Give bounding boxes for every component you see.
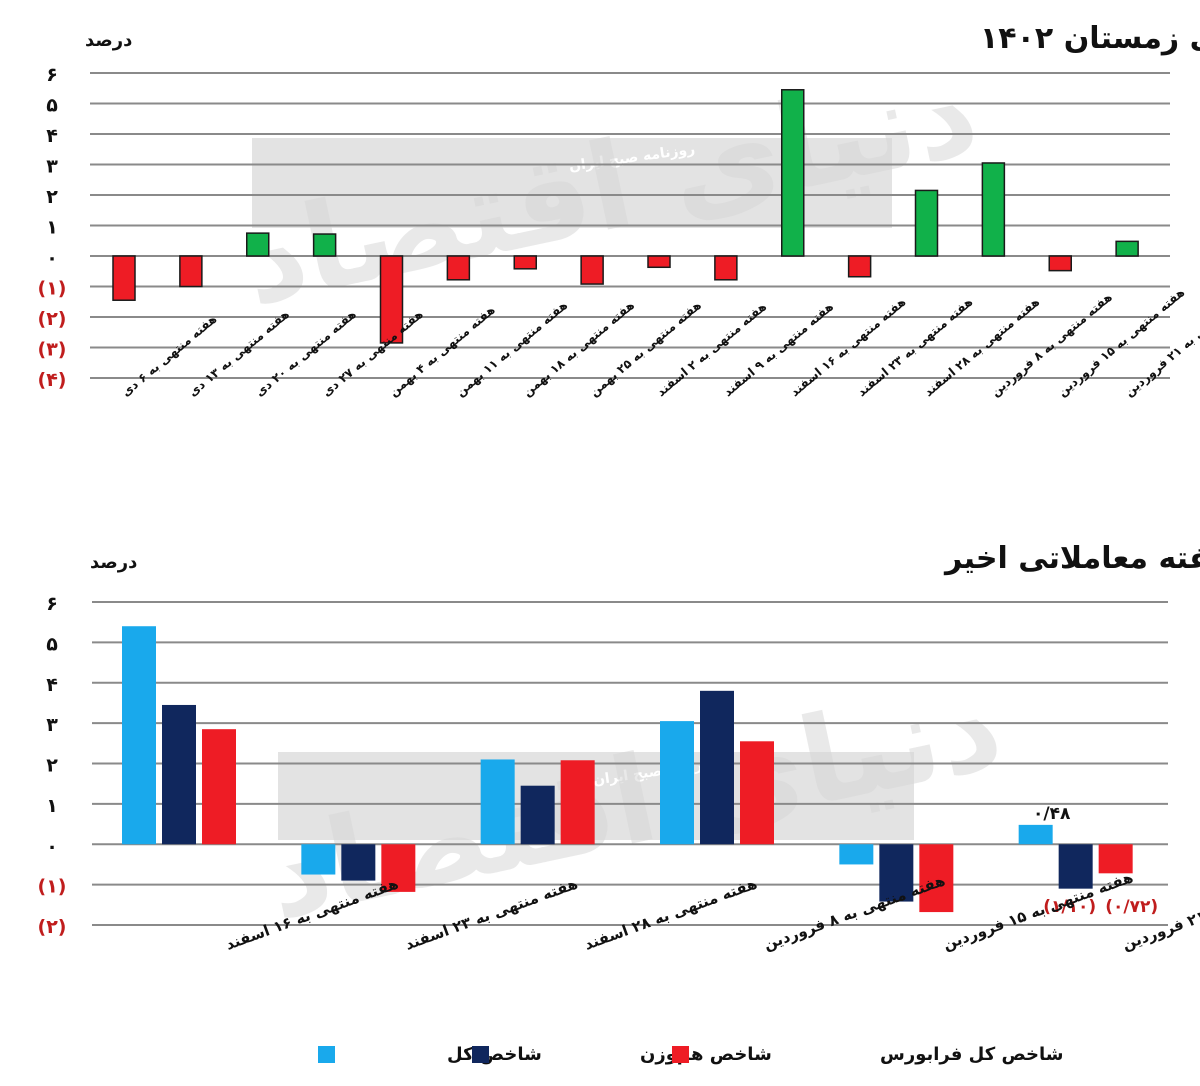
- chart2-y-tick-label: ۲: [46, 755, 58, 777]
- legend-label: شاخص کل: [447, 1044, 542, 1065]
- chart2-y-tick-label: ۰: [46, 835, 58, 857]
- chart2-bar-otc-index: [381, 844, 416, 892]
- chart2-data-label: (۱/۱۰): [1043, 897, 1096, 917]
- chart1-x-label: هفته منتهی به ۱۵ فروردین: [1055, 285, 1188, 400]
- watermark-band: [278, 752, 914, 840]
- chart2-bar-equal-weight-index: [162, 704, 196, 845]
- chart2-gridlines: [92, 601, 1168, 926]
- chart2-bar-main-index: [301, 844, 336, 875]
- chart1-bar: [112, 255, 136, 301]
- legend-label: شاخص کل فرابورس: [880, 1044, 1063, 1065]
- chart1-bar: [379, 255, 404, 344]
- chart1-bar: [1048, 255, 1072, 272]
- chart1-bar: [1115, 240, 1139, 257]
- chart1-y-tick-label: ۱: [46, 217, 58, 239]
- chart1-y-tick-label: (۲): [38, 308, 67, 330]
- chart2-bar-equal-weight-index: [520, 785, 555, 845]
- legend-swatch: [318, 1046, 335, 1063]
- chart1-title: بازدهی هفتگی شاخص کل بورس از ابتدای زمست…: [980, 20, 1200, 56]
- watermark-title: دنیای اقتصاد: [231, 42, 990, 333]
- chart1-y-tick-label: (۴): [38, 369, 67, 391]
- chart1-y-tick-label: ۲: [46, 186, 58, 208]
- chart2-y-tick-label: ۵: [46, 633, 58, 655]
- chart2-y-tick-label: ۴: [46, 674, 58, 696]
- chart2-unit-label: درصد: [90, 552, 137, 573]
- chart2-bar-otc-index: [560, 760, 595, 845]
- chart2-bar-main-index: [480, 759, 515, 845]
- chart2-bar-equal-weight-index: [879, 844, 914, 902]
- chart1-y-tick-label: ۳: [46, 156, 58, 178]
- chart1-bar: [847, 255, 872, 278]
- legend-swatch: [472, 1046, 489, 1063]
- chart2-y-tick-label: ۱: [46, 795, 58, 817]
- chart1-bar: [647, 255, 671, 269]
- chart2-bar-main-index: [839, 844, 874, 865]
- chart2-bar-main-index: [122, 626, 156, 845]
- chart1-x-label: هفته منتهی به ۸ فروردین: [988, 290, 1115, 400]
- chart2-y-tick-label: ۳: [46, 714, 58, 736]
- chart2-x-label: هفته منتهی به ۲۸ اسفند: [582, 874, 760, 953]
- chart1-bar: [446, 255, 471, 281]
- chart1-y-tick-label: ۵: [46, 95, 58, 117]
- chart1-y-tick-label: (۱): [38, 278, 67, 300]
- chart2-bar-main-index: [660, 721, 694, 845]
- chart1-bar: [580, 255, 604, 285]
- chart1-bars: [112, 89, 1139, 344]
- chart2-bars: [122, 626, 1133, 913]
- chart1-bar: [714, 255, 738, 281]
- chart1-x-label: هفته منتهی به ۹ اسفند: [721, 299, 836, 399]
- chart2-bar-main-index: [1018, 824, 1053, 845]
- chart1-x-label: هفته منتهی به ۲ اسفند: [654, 299, 769, 399]
- chart1-y-ticks: (۴) (۳) (۲) (۱) ۰ ۱ ۲ ۳ ۴ ۵ ۶: [38, 64, 67, 391]
- chart1-y-tick-label: ۰: [46, 247, 58, 269]
- chart2-y-tick-label: (۱): [38, 876, 67, 898]
- chart2-title: بازدهی نماگرهای سهامی در ۶ هفته معاملاتی…: [943, 540, 1200, 576]
- chart2-bar-otc-index: [919, 844, 954, 913]
- chart1-y-tick-label: ۶: [46, 64, 58, 86]
- chart2-data-label: (۰/۷۲): [1105, 897, 1158, 917]
- chart1-bar: [513, 255, 537, 270]
- chart2-bar-otc-index: [740, 741, 774, 845]
- chart2-bar-equal-weight-index: [341, 844, 376, 881]
- chart1-x-label: هفته منتهی به ۱۱ بهمن: [453, 298, 570, 399]
- chart1-bar: [246, 232, 270, 257]
- chart1-bar: [914, 189, 939, 257]
- chart1-x-label: هفته منتهی به ۱۸ بهمن: [520, 298, 637, 399]
- legend-swatch: [672, 1046, 689, 1063]
- chart2-y-ticks: (۲) (۱) ۰ ۱ ۲ ۳ ۴ ۵ ۶: [38, 593, 67, 938]
- chart2-data-labels: ۰/۴۸ (۱/۱۰) (۰/۷۲): [1033, 804, 1158, 917]
- chart1-x-label: هفته منتهی به ۲۵ بهمن: [587, 298, 704, 399]
- chart2-bar-otc-index: [202, 729, 236, 845]
- chart1-y-tick-label: ۴: [46, 125, 58, 147]
- chart1-bar: [781, 89, 805, 257]
- chart2-bar-equal-weight-index: [1058, 844, 1093, 889]
- chart1-bar: [312, 233, 337, 257]
- chart2-bar-equal-weight-index: [700, 690, 734, 845]
- chart1-bar: [981, 162, 1006, 257]
- chart1-y-tick-label: (۳): [38, 339, 67, 361]
- legend-label: شاخص هم‌وزن: [640, 1044, 772, 1065]
- chart2-y-tick-label: (۲): [38, 916, 67, 938]
- chart2-data-label: ۰/۴۸: [1033, 804, 1071, 824]
- chart1-unit-label: درصد: [85, 30, 132, 51]
- chart2-legend: شاخص کل شاخص هم‌وزن شاخص کل فرابورس: [318, 1044, 1063, 1065]
- chart2-bar-otc-index: [1098, 844, 1133, 874]
- chart1-bar: [179, 255, 203, 288]
- chart2-y-tick-label: ۶: [46, 593, 58, 615]
